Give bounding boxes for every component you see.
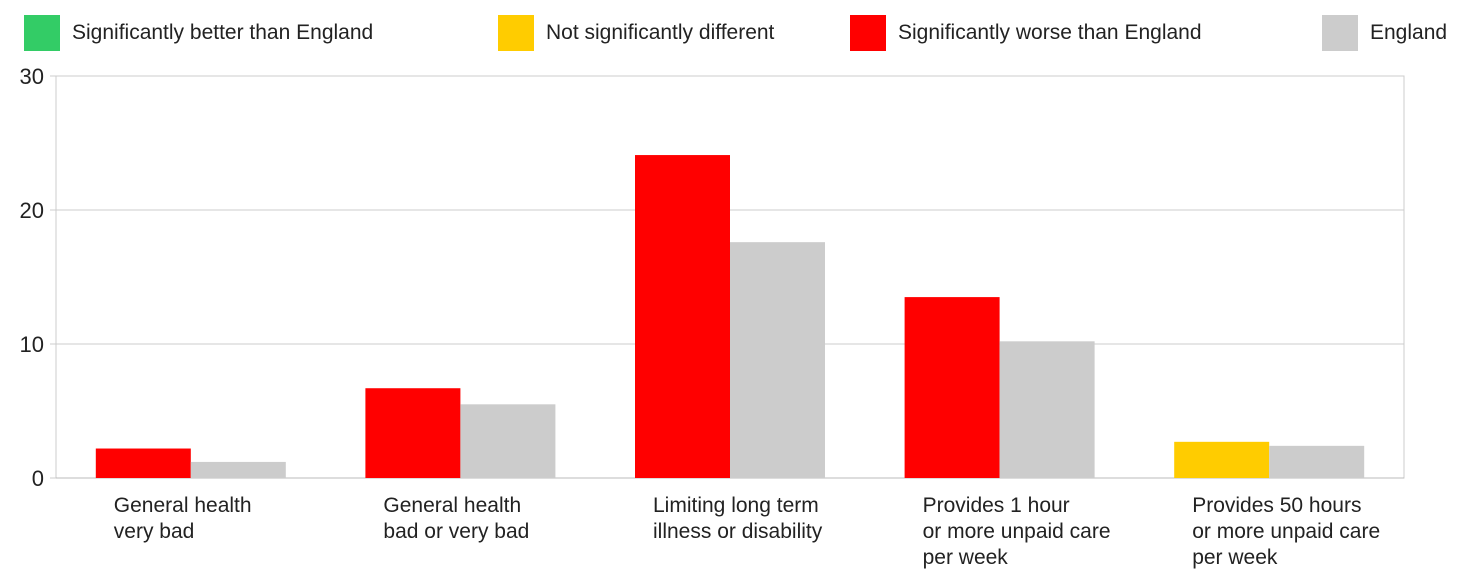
bar-england-value: [999, 341, 1095, 478]
category-label-line: bad or very bad: [383, 520, 529, 543]
y-tick-label: 30: [20, 64, 44, 89]
bar-area-value: [635, 155, 730, 478]
category-label-line: per week: [923, 546, 1009, 569]
category-label-line: Provides 1 hour: [923, 494, 1070, 517]
bars: [95, 155, 1365, 478]
legend-label-worse: Significantly worse than England: [898, 21, 1202, 44]
category-label-line: illness or disability: [653, 520, 823, 543]
legend-swatch-worse: [850, 15, 886, 51]
bar-england-value: [460, 404, 556, 478]
legend-label-not-different: Not significantly different: [546, 21, 775, 44]
legend-item-worse: Significantly worse than England: [850, 13, 1202, 53]
category-label-line: or more unpaid care: [923, 520, 1111, 543]
legend-swatch-not-different: [498, 15, 534, 51]
bar-area-value: [365, 388, 461, 478]
category-label-line: or more unpaid care: [1192, 520, 1380, 543]
legend-item-not-different: Not significantly different: [498, 13, 774, 53]
x-axis-labels: General health very bad General health bad …: [114, 494, 1380, 569]
bar-area-value: [904, 297, 1000, 478]
bar-england-value: [1269, 445, 1365, 478]
category-label: Provides 1 hour or more unpaid care per we…: [923, 494, 1111, 569]
bar-area-value: [95, 448, 191, 478]
category-label-line: very bad: [114, 520, 195, 543]
category-label-line: Provides 50 hours: [1192, 494, 1361, 517]
legend-label-better: Significantly better than England: [72, 21, 374, 44]
legend-item-better: Significantly better than England: [24, 13, 373, 53]
category-label: General health very bad: [114, 494, 252, 543]
y-tick-label: 20: [20, 198, 44, 223]
y-tick-label: 10: [20, 332, 44, 357]
y-tick-label: 0: [32, 466, 44, 491]
category-label-line: Limiting long term: [653, 494, 819, 517]
bar-england-value: [730, 242, 825, 478]
category-label: Provides 50 hours or more unpaid care per …: [1192, 494, 1380, 569]
category-label-line: General health: [114, 494, 252, 517]
category-label-line: General health: [383, 494, 521, 517]
legend-swatch-england: [1322, 15, 1358, 51]
chart-legend: Significantly better than England Not si…: [0, 0, 1477, 70]
legend-item-england: England: [1322, 13, 1447, 53]
category-label-line: per week: [1192, 546, 1278, 569]
category-label: General health bad or very bad: [383, 494, 529, 543]
legend-swatch-better: [24, 15, 60, 51]
y-axis-ticks: 0 10 20 30: [20, 64, 56, 491]
bar-area-value: [1174, 441, 1270, 478]
category-label: Limiting long term illness or disability: [653, 494, 823, 543]
legend-label-england: England: [1370, 21, 1448, 44]
bar-england-value: [190, 461, 286, 478]
